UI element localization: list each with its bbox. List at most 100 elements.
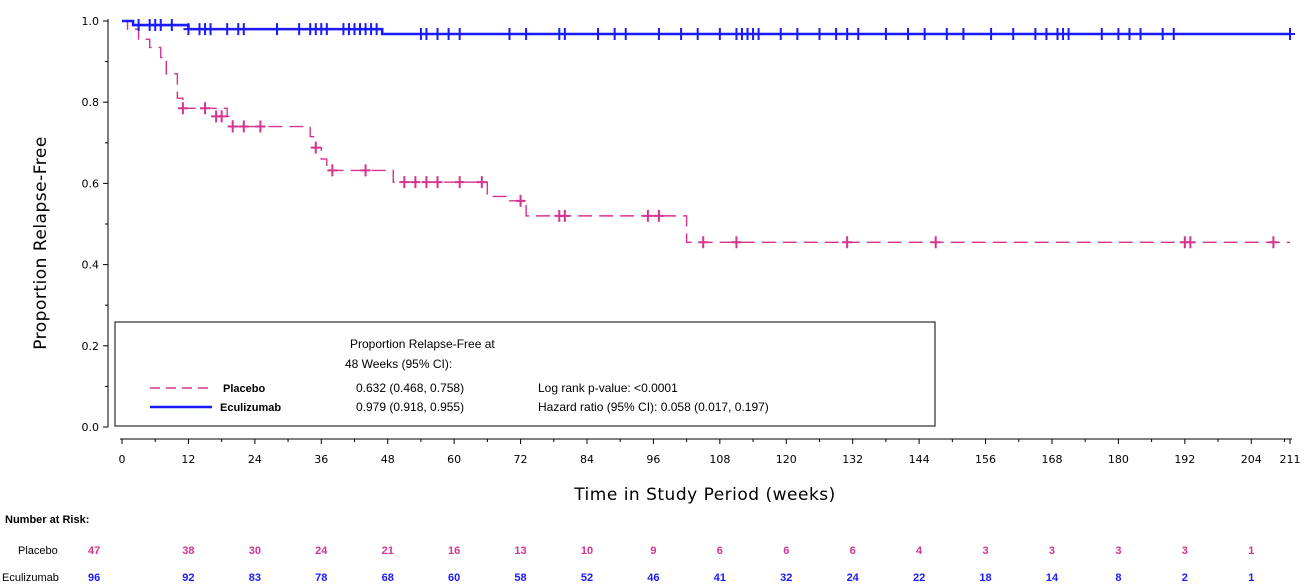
y-tick-label: 0.2 bbox=[82, 340, 100, 353]
risk-value-eculizumab: 92 bbox=[182, 572, 194, 584]
y-axis-ticks: 0.0 0.2 0.4 0.6 0.8 1.0 bbox=[82, 15, 108, 434]
censor-mark-placebo bbox=[421, 176, 432, 189]
risk-value-eculizumab: 60 bbox=[448, 572, 460, 584]
censor-mark-placebo bbox=[476, 176, 487, 189]
series-layer bbox=[122, 19, 1295, 249]
x-tick-label: 72 bbox=[514, 453, 528, 466]
censor-mark-eculizumab bbox=[1008, 27, 1019, 40]
censor-mark-eculizumab bbox=[238, 23, 249, 36]
y-tick-label: 0.0 bbox=[82, 421, 100, 434]
censor-mark-eculizumab bbox=[1135, 27, 1146, 40]
censor-mark-eculizumab bbox=[504, 27, 515, 40]
series-line-placebo bbox=[122, 20, 1290, 243]
censor-mark-eculizumab bbox=[620, 27, 631, 40]
risk-value-eculizumab: 52 bbox=[581, 572, 593, 584]
x-tick-label: 60 bbox=[447, 453, 461, 466]
risk-value-placebo: 1 bbox=[1248, 545, 1254, 557]
censor-mark-placebo bbox=[731, 236, 742, 249]
censor-mark-eculizumab bbox=[593, 27, 604, 40]
censor-mark-eculizumab bbox=[853, 27, 864, 40]
risk-value-eculizumab: 46 bbox=[647, 572, 659, 584]
risk-value-eculizumab: 58 bbox=[514, 572, 526, 584]
risk-value-eculizumab: 83 bbox=[249, 572, 261, 584]
legend-header-line1: Proportion Relapse-Free at bbox=[350, 337, 495, 351]
x-tick-label: 180 bbox=[1108, 453, 1129, 466]
risk-value-placebo: 47 bbox=[88, 545, 100, 557]
censor-mark-eculizumab bbox=[294, 23, 305, 36]
censor-mark-eculizumab bbox=[1096, 27, 1107, 40]
censor-mark-eculizumab bbox=[842, 27, 853, 40]
censor-mark-eculizumab bbox=[714, 27, 725, 40]
x-tick-label: 48 bbox=[381, 453, 395, 466]
censor-mark-eculizumab bbox=[676, 27, 687, 40]
risk-value-eculizumab: 32 bbox=[780, 572, 792, 584]
censor-mark-placebo bbox=[227, 120, 238, 133]
risk-value-eculizumab: 1 bbox=[1248, 572, 1254, 584]
risk-placebo-label: Placebo bbox=[18, 545, 58, 557]
x-tick-label: 108 bbox=[709, 453, 730, 466]
risk-value-eculizumab: 96 bbox=[88, 572, 100, 584]
censor-mark-placebo bbox=[200, 102, 211, 115]
x-tick-label: 36 bbox=[314, 453, 328, 466]
censor-mark-placebo bbox=[255, 120, 266, 133]
censor-mark-eculizumab bbox=[814, 27, 825, 40]
legend-hazard-ratio: Hazard ratio (95% CI): 0.058 (0.017, 0.1… bbox=[538, 400, 769, 414]
x-tick-label: 96 bbox=[646, 453, 660, 466]
censor-mark-placebo bbox=[653, 209, 664, 222]
censor-mark-eculizumab bbox=[775, 27, 786, 40]
censor-mark-placebo bbox=[238, 120, 249, 133]
censor-mark-eculizumab bbox=[941, 27, 952, 40]
censor-mark-eculizumab bbox=[371, 23, 382, 36]
censor-mark-eculizumab bbox=[271, 23, 282, 36]
legend-frame bbox=[114, 321, 936, 427]
legend-logrank: Log rank p-value: <0.0001 bbox=[538, 381, 678, 395]
x-tick-label: 12 bbox=[181, 453, 195, 466]
series-line-eculizumab bbox=[122, 19, 1290, 36]
censor-mark-eculizumab bbox=[1124, 27, 1135, 40]
censor-mark-eculizumab bbox=[753, 27, 764, 40]
censor-mark-placebo bbox=[310, 141, 321, 154]
x-tick-label: 84 bbox=[580, 453, 594, 466]
risk-table: Number at Risk: Placebo Eculizumab 47 38 3… bbox=[2, 514, 1254, 584]
censor-mark-placebo bbox=[559, 209, 570, 222]
risk-value-eculizumab: 8 bbox=[1115, 572, 1121, 584]
risk-value-placebo: 6 bbox=[850, 545, 856, 557]
censor-mark-eculizumab bbox=[1157, 27, 1168, 40]
censor-mark-eculizumab bbox=[1063, 27, 1074, 40]
risk-value-eculizumab: 78 bbox=[315, 572, 327, 584]
censor-mark-eculizumab bbox=[880, 27, 891, 40]
risk-value-placebo: 16 bbox=[448, 545, 460, 557]
censor-mark-placebo bbox=[1185, 236, 1196, 249]
censor-mark-eculizumab bbox=[559, 27, 570, 40]
y-tick-label: 1.0 bbox=[82, 15, 100, 28]
risk-value-placebo: 38 bbox=[182, 545, 194, 557]
risk-value-eculizumab: 41 bbox=[714, 572, 726, 584]
risk-value-eculizumab: 14 bbox=[1046, 572, 1059, 584]
censor-mark-eculizumab bbox=[222, 23, 233, 36]
censor-mark-placebo bbox=[930, 236, 941, 249]
legend-eculizumab-name: Eculizumab bbox=[220, 402, 281, 414]
axes: 0.0 0.2 0.4 0.6 0.8 1.0 0 12 24 36 48 60 72 84 96 108 1… bbox=[82, 15, 1301, 466]
censor-mark-eculizumab bbox=[183, 23, 194, 36]
risk-value-placebo: 9 bbox=[650, 545, 656, 557]
risk-table-title: Number at Risk: bbox=[5, 514, 89, 526]
risk-value-eculizumab: 68 bbox=[382, 572, 394, 584]
censor-mark-eculizumab bbox=[792, 27, 803, 40]
x-tick-label: 24 bbox=[248, 453, 262, 466]
censor-mark-eculizumab bbox=[986, 27, 997, 40]
risk-eculizumab-label: Eculizumab bbox=[2, 572, 59, 584]
x-tick-label: 156 bbox=[975, 453, 996, 466]
censor-mark-placebo bbox=[432, 176, 443, 189]
y-axis-title: Proportion Relapse-Free bbox=[31, 136, 51, 350]
risk-value-eculizumab: 2 bbox=[1182, 572, 1188, 584]
risk-value-eculizumab: 18 bbox=[979, 572, 991, 584]
x-axis-ticks: 0 12 24 36 48 60 72 84 96 108 120 132 144 156 168 180 19… bbox=[119, 439, 1301, 466]
censor-mark-eculizumab bbox=[919, 27, 930, 40]
censor-mark-eculizumab bbox=[1041, 27, 1052, 40]
x-tick-label: 120 bbox=[776, 453, 797, 466]
censor-mark-eculizumab bbox=[903, 27, 914, 40]
censor-mark-eculizumab bbox=[421, 27, 432, 40]
x-tick-label: 168 bbox=[1041, 453, 1062, 466]
censor-mark-eculizumab bbox=[443, 27, 454, 40]
censor-mark-placebo bbox=[327, 164, 338, 177]
